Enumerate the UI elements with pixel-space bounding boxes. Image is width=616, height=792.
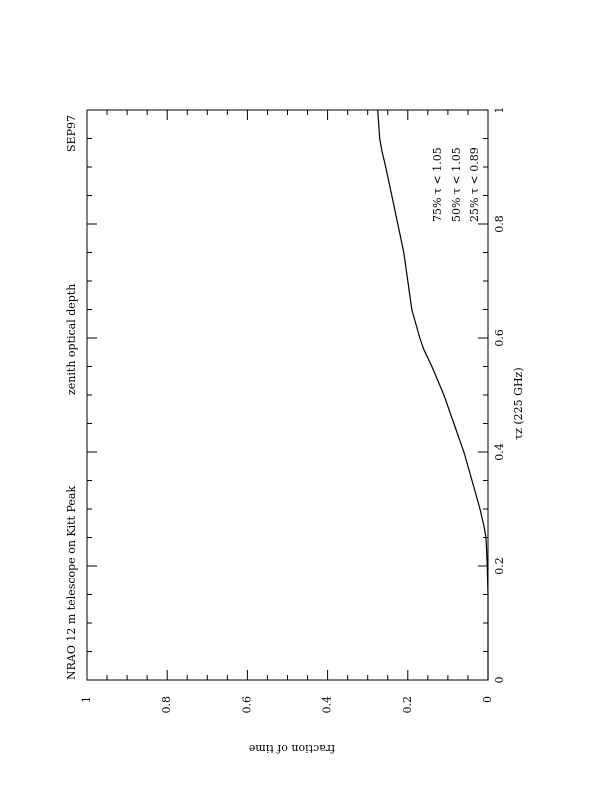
- y-tick-label: 0.6: [240, 696, 253, 714]
- title-center: zenith optical depth: [65, 284, 78, 395]
- x-tick-label: 0.4: [493, 443, 506, 461]
- x-axis-label: τz (225 GHz): [512, 367, 525, 440]
- annotation-25: 25% τ < 0.89: [468, 147, 481, 222]
- y-tick-label: 0.4: [321, 696, 334, 714]
- axis-ticks: [86, 109, 489, 681]
- annotation-50: 50% τ < 1.05: [450, 147, 463, 222]
- x-tick-label: 0.8: [493, 215, 506, 233]
- x-tick-label: 1: [493, 107, 506, 114]
- plot-frame: [86, 109, 489, 681]
- y-tick-label: 1: [80, 696, 93, 703]
- data-line: [377, 109, 489, 680]
- title-left: NRAO 12 m telescope on Kitt Peak: [65, 486, 78, 680]
- x-tick-label: 0: [493, 677, 506, 684]
- x-tick-label: 0.6: [493, 329, 506, 347]
- x-tick-label: 0.2: [493, 557, 506, 575]
- y-tick-label: 0: [481, 696, 494, 703]
- annotation-75: 75% τ < 1.05: [431, 147, 444, 222]
- y-axis-label: fraction of time: [249, 742, 335, 755]
- tick-labels: 0 0.2 0.4 0.6 0.8 1 0 0.2 0.4 0.6 0.8 1: [80, 107, 506, 714]
- y-tick-label: 0.8: [160, 696, 173, 714]
- y-tick-label: 0.2: [401, 696, 414, 714]
- title-right: SEP97: [65, 115, 78, 152]
